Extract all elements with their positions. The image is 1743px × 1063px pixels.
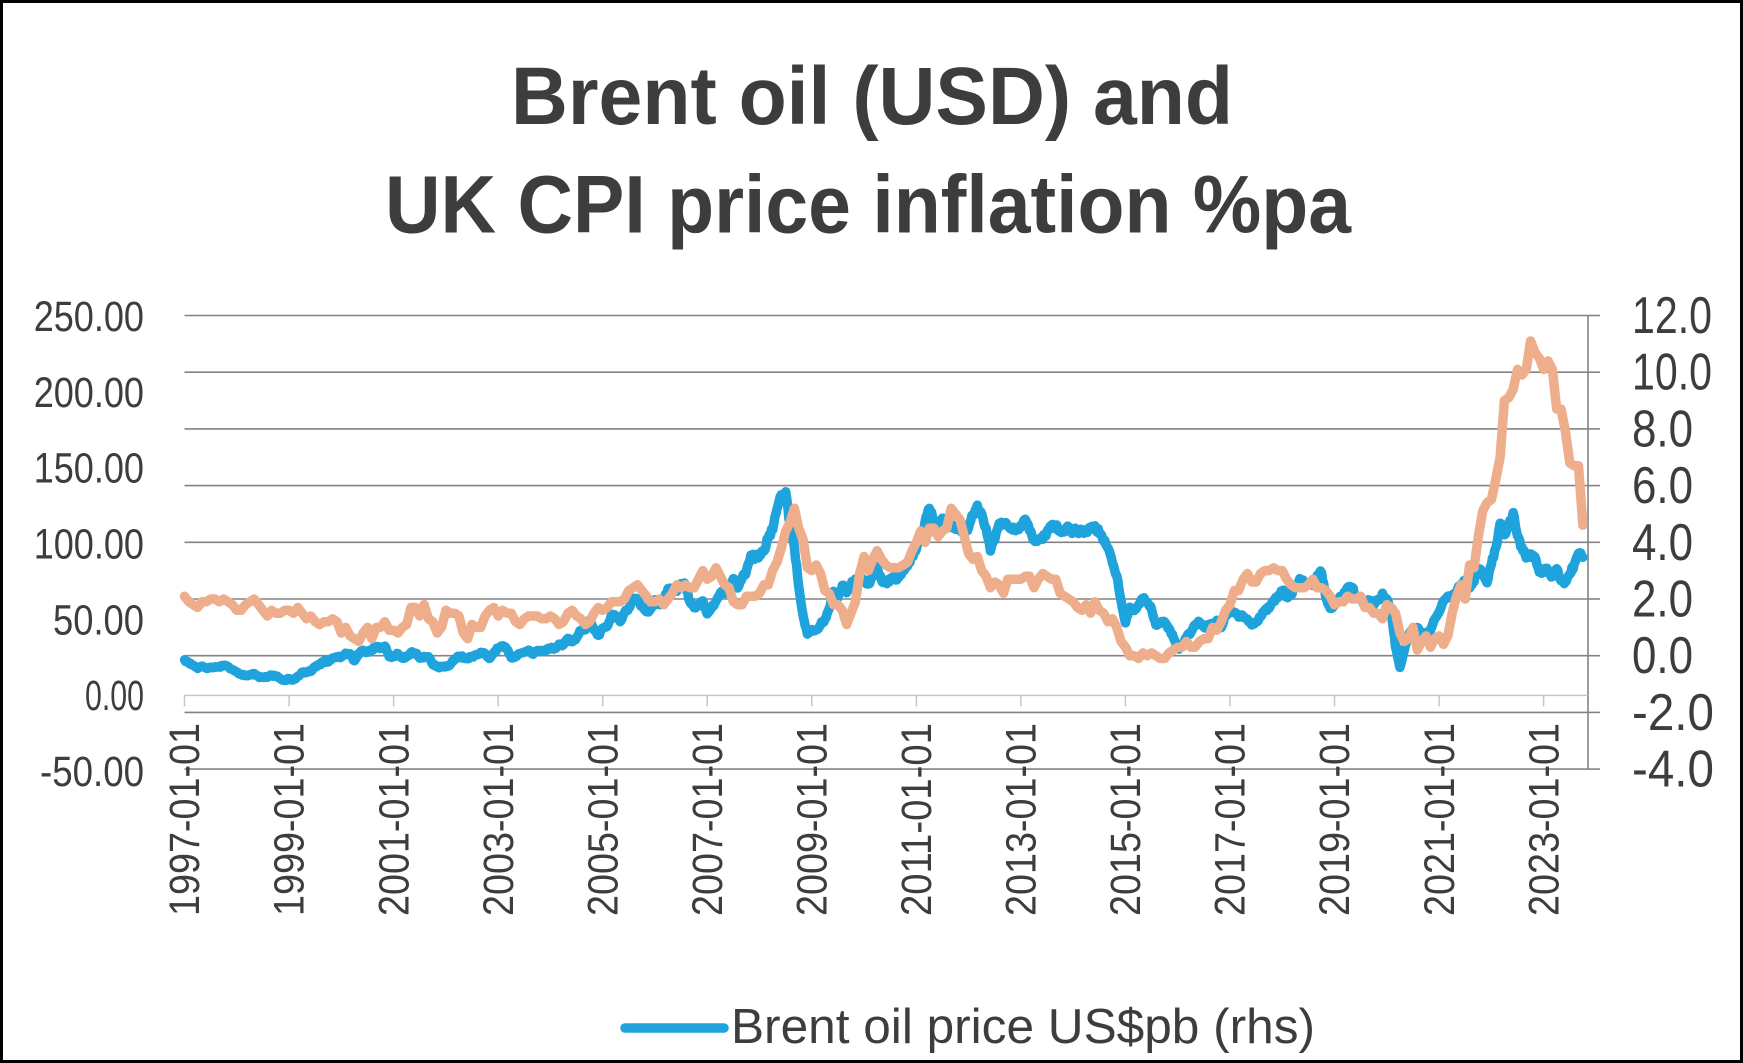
svg-text:100.00: 100.00 (34, 521, 144, 569)
svg-text:12.0: 12.0 (1632, 286, 1712, 344)
svg-text:6.0: 6.0 (1632, 456, 1693, 514)
svg-text:10.0: 10.0 (1632, 343, 1712, 401)
svg-text:0.0: 0.0 (1632, 626, 1693, 684)
svg-text:1997-01-01: 1997-01-01 (161, 723, 209, 916)
svg-text:2005-01-01: 2005-01-01 (579, 723, 627, 916)
svg-text:-50.00: -50.00 (40, 748, 144, 796)
svg-text:2019-01-01: 2019-01-01 (1311, 723, 1359, 916)
svg-text:Brent oil (USD) and: Brent oil (USD) and (511, 51, 1233, 142)
svg-text:2.0: 2.0 (1632, 570, 1693, 628)
svg-text:150.00: 150.00 (34, 445, 144, 493)
svg-text:200.00: 200.00 (34, 369, 144, 417)
svg-text:250.00: 250.00 (34, 293, 144, 341)
svg-text:2021-01-01: 2021-01-01 (1416, 723, 1464, 916)
svg-text:0.00: 0.00 (85, 672, 144, 720)
svg-text:8.0: 8.0 (1632, 399, 1693, 457)
svg-text:2007-01-01: 2007-01-01 (684, 723, 732, 916)
svg-text:2003-01-01: 2003-01-01 (475, 723, 523, 916)
svg-text:2023-01-01: 2023-01-01 (1520, 723, 1568, 916)
svg-text:4.0: 4.0 (1632, 513, 1693, 571)
svg-text:UK CPI price inflation %pa: UK CPI price inflation %pa (385, 160, 1352, 251)
svg-text:2013-01-01: 2013-01-01 (998, 723, 1046, 916)
svg-text:2009-01-01: 2009-01-01 (789, 723, 837, 916)
svg-text:2017-01-01: 2017-01-01 (1207, 723, 1255, 916)
svg-text:2001-01-01: 2001-01-01 (370, 723, 418, 916)
svg-text:1999-01-01: 1999-01-01 (266, 723, 314, 916)
svg-text:-2.0: -2.0 (1632, 683, 1714, 741)
svg-text:2015-01-01: 2015-01-01 (1102, 723, 1150, 916)
svg-text:50.00: 50.00 (53, 596, 144, 644)
svg-text:2011-01-01: 2011-01-01 (893, 723, 941, 916)
svg-text:-4.0: -4.0 (1632, 740, 1714, 798)
svg-text:Brent oil price US$pb (rhs): Brent oil price US$pb (rhs) (731, 999, 1315, 1054)
